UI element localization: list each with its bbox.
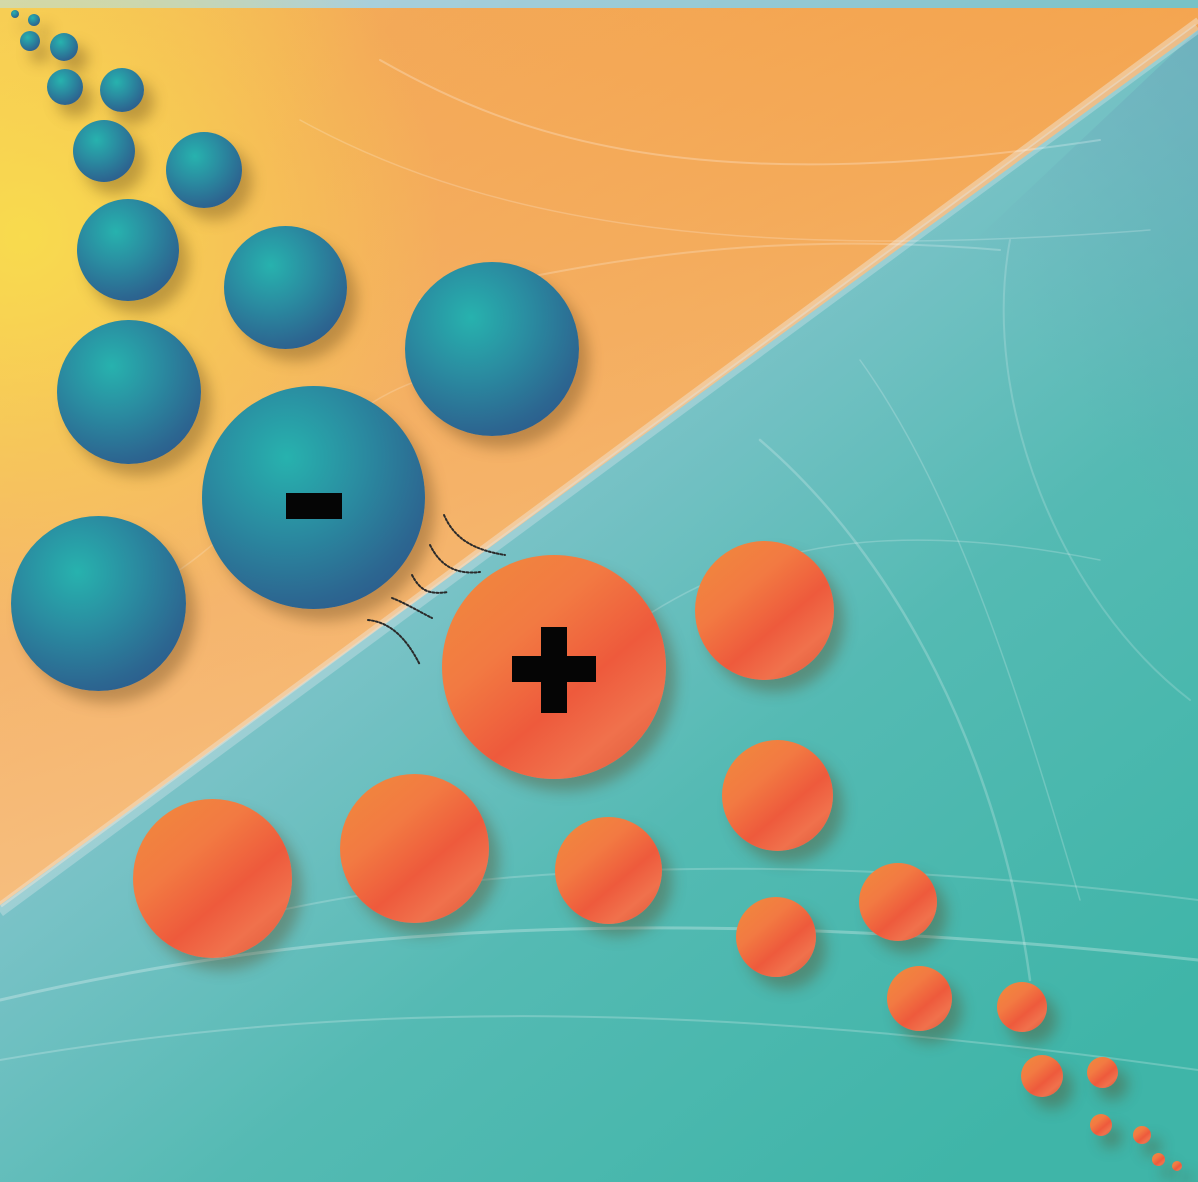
attraction-arc [444, 515, 505, 555]
attraction-arc [368, 620, 420, 665]
attraction-arc [430, 545, 480, 573]
attraction-arc [412, 575, 448, 593]
attraction-arc [392, 598, 432, 618]
